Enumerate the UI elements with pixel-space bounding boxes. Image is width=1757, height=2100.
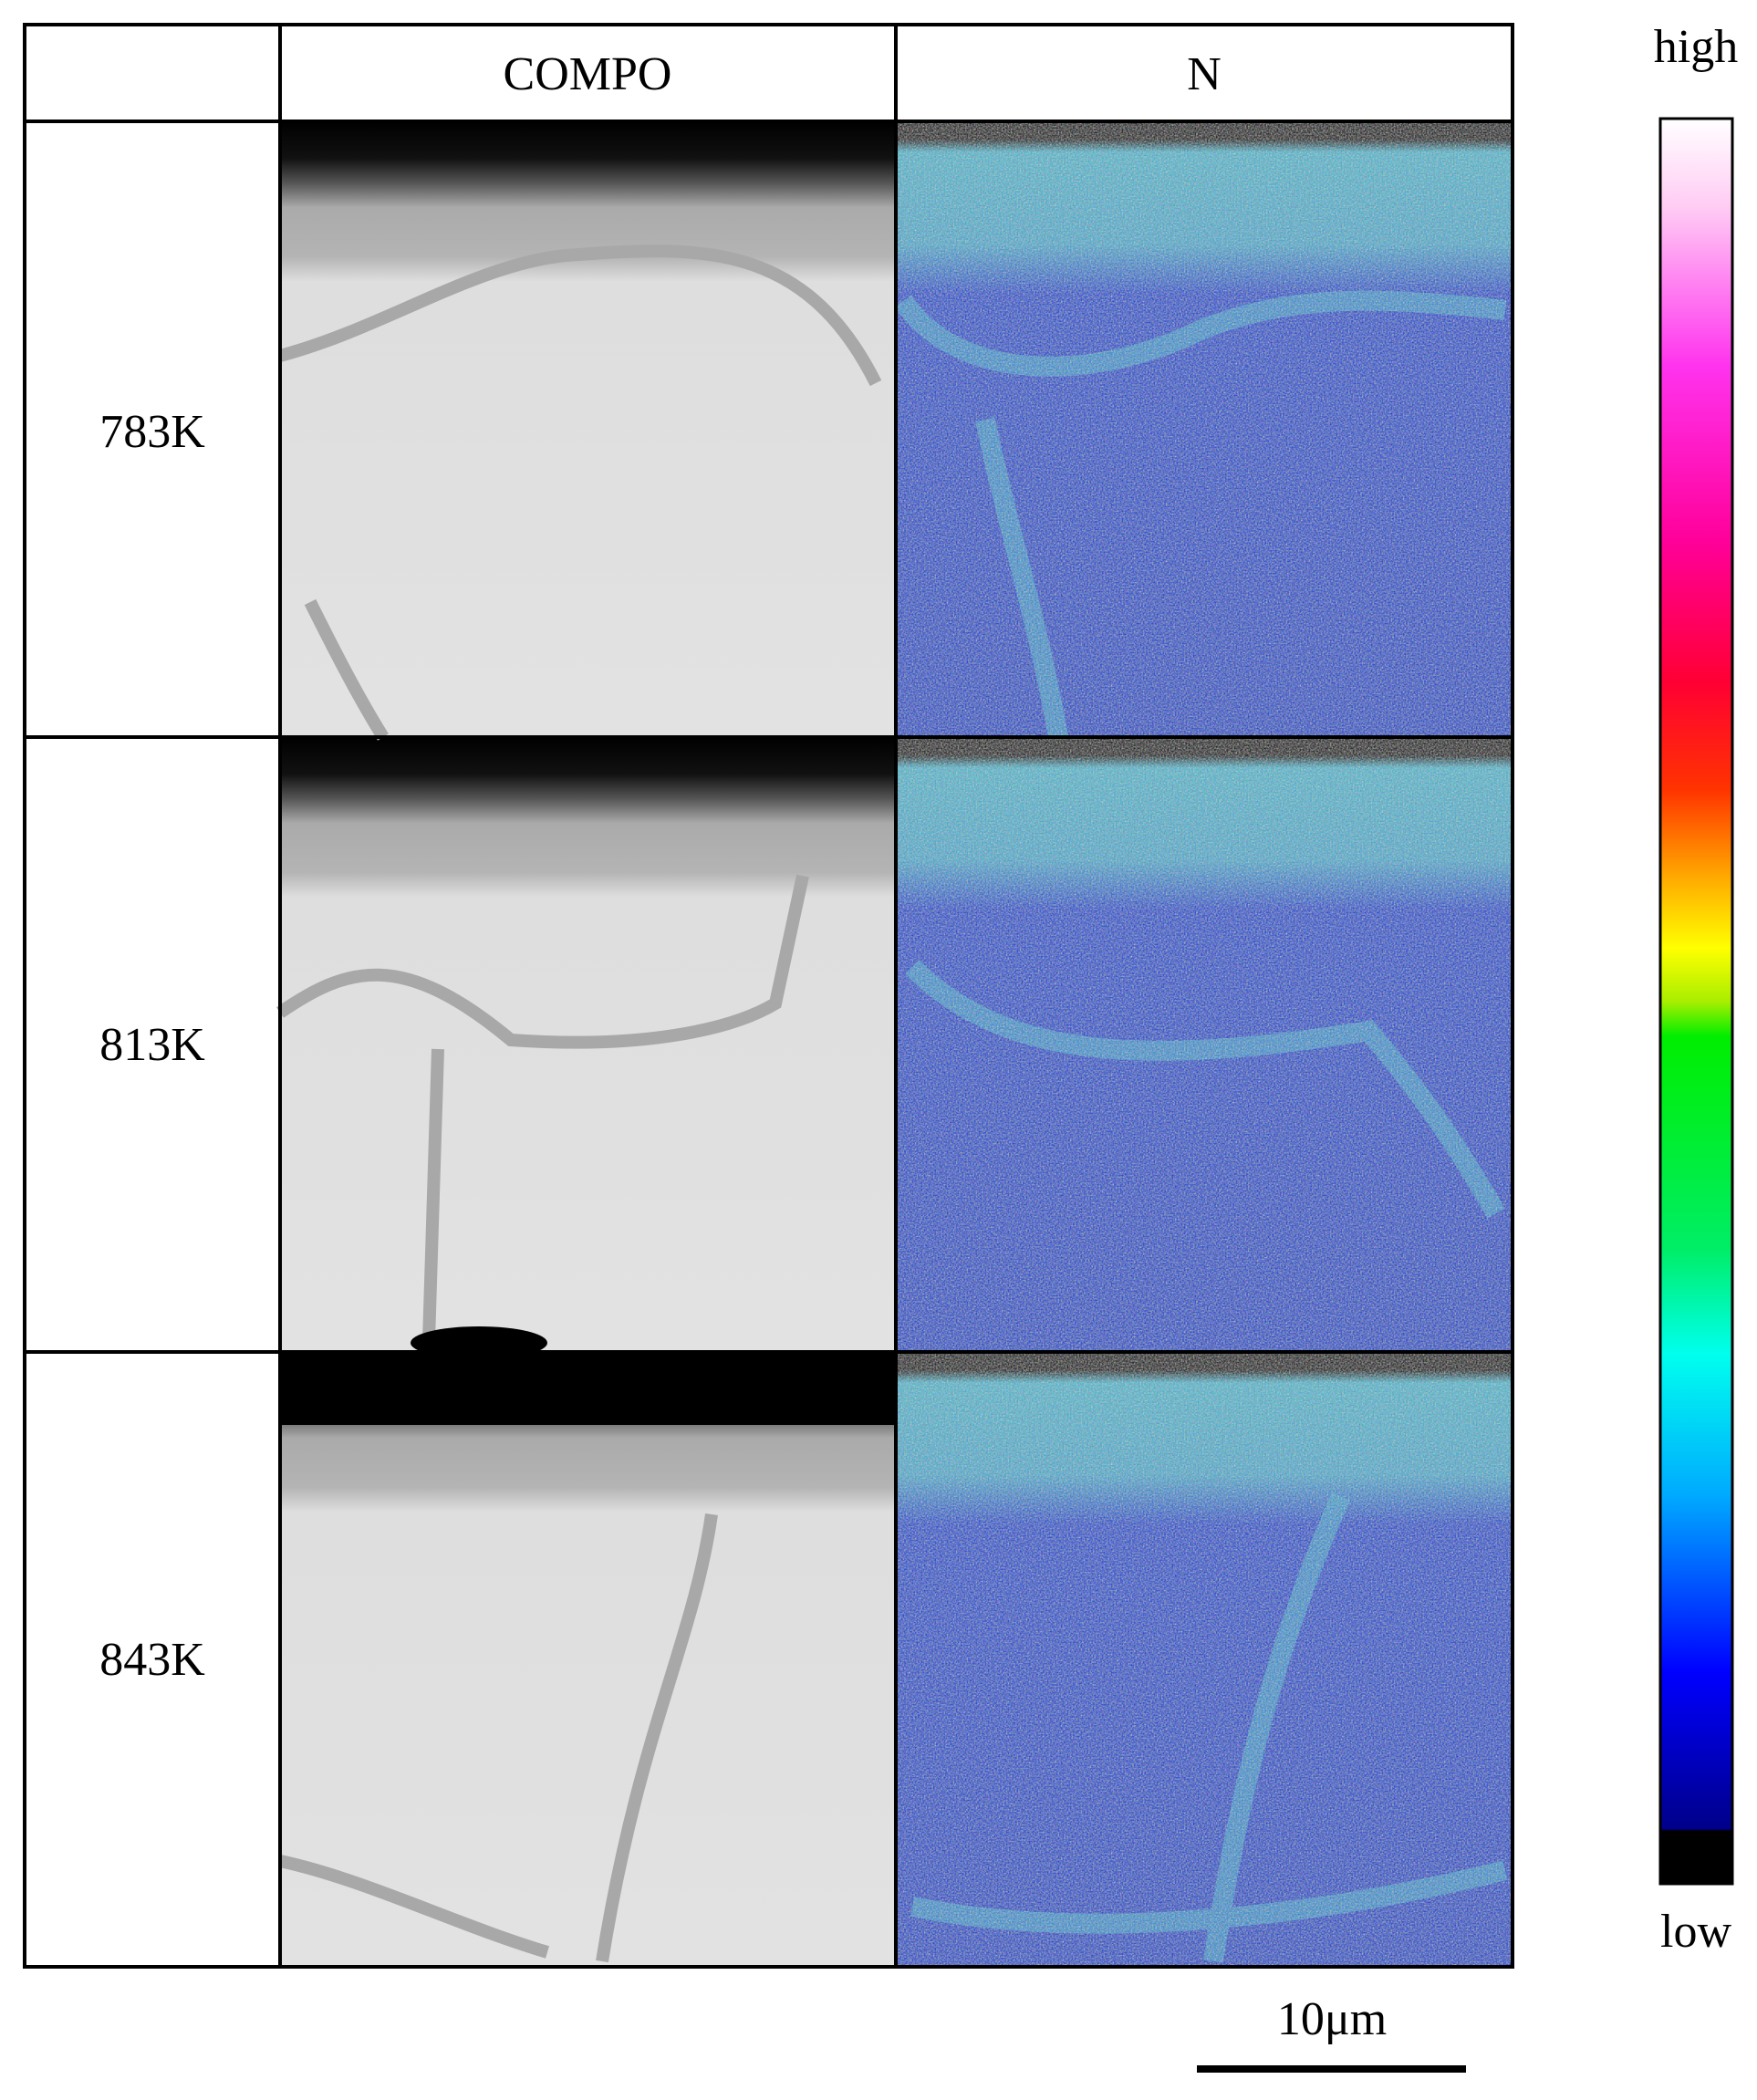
- scale-bar-label: 10μm: [1277, 1993, 1387, 2045]
- row-label: 783K: [99, 406, 205, 458]
- column-header: N: [1187, 48, 1222, 100]
- surface-layer: [280, 1352, 896, 1425]
- column-header: COMPO: [504, 48, 672, 100]
- compo-image: [280, 1352, 896, 1967]
- colorbar-high: high: [1654, 21, 1738, 73]
- compo-image: [280, 121, 896, 737]
- table-grid: [23, 23, 1514, 1969]
- colorbar: [1658, 117, 1734, 1886]
- grain-boundaries: [276, 244, 882, 1963]
- row-label: 843K: [99, 1634, 205, 1686]
- n-map-noise: [896, 121, 1513, 1967]
- colorbar-low: low: [1660, 1906, 1731, 1958]
- row-label: 813K: [99, 1019, 205, 1071]
